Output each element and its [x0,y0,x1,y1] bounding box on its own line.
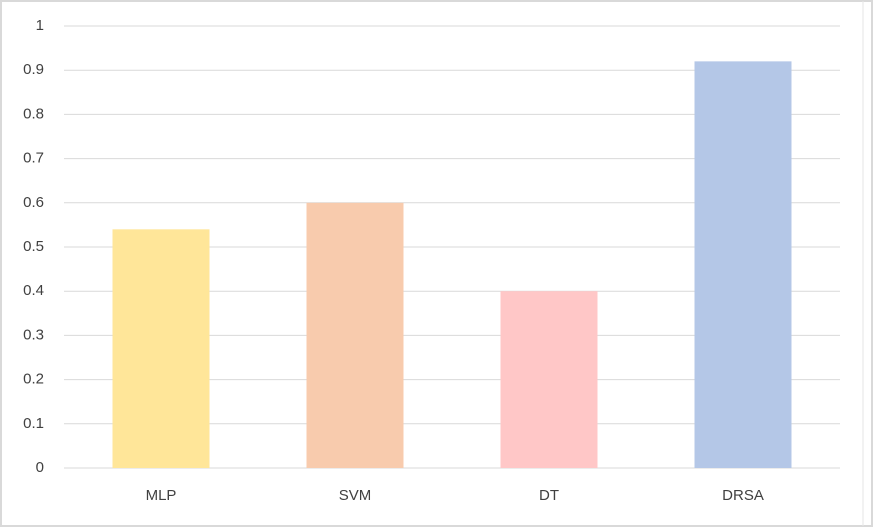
y-tick-label: 0.1 [23,415,44,432]
x-tick-label: SVM [339,487,372,504]
y-tick-label: 1 [36,17,44,34]
y-tick-label: 0.8 [23,105,44,122]
y-tick-label: 0 [36,459,44,476]
bar [694,61,792,469]
x-tick-label: MLP [146,487,177,504]
bar [306,202,404,469]
y-tick-label: 0.3 [23,326,44,343]
y-tick-label: 0.9 [23,61,44,78]
bar [112,229,210,468]
bar [500,291,598,468]
y-tick-label: 0.2 [23,371,44,388]
y-tick-label: 0.4 [23,282,44,299]
y-tick-label: 0.6 [23,194,44,211]
y-tick-label: 0.5 [23,238,44,255]
x-tick-label: DRSA [722,487,764,504]
x-tick-label: DT [539,487,559,504]
y-tick-label: 0.7 [23,150,44,167]
